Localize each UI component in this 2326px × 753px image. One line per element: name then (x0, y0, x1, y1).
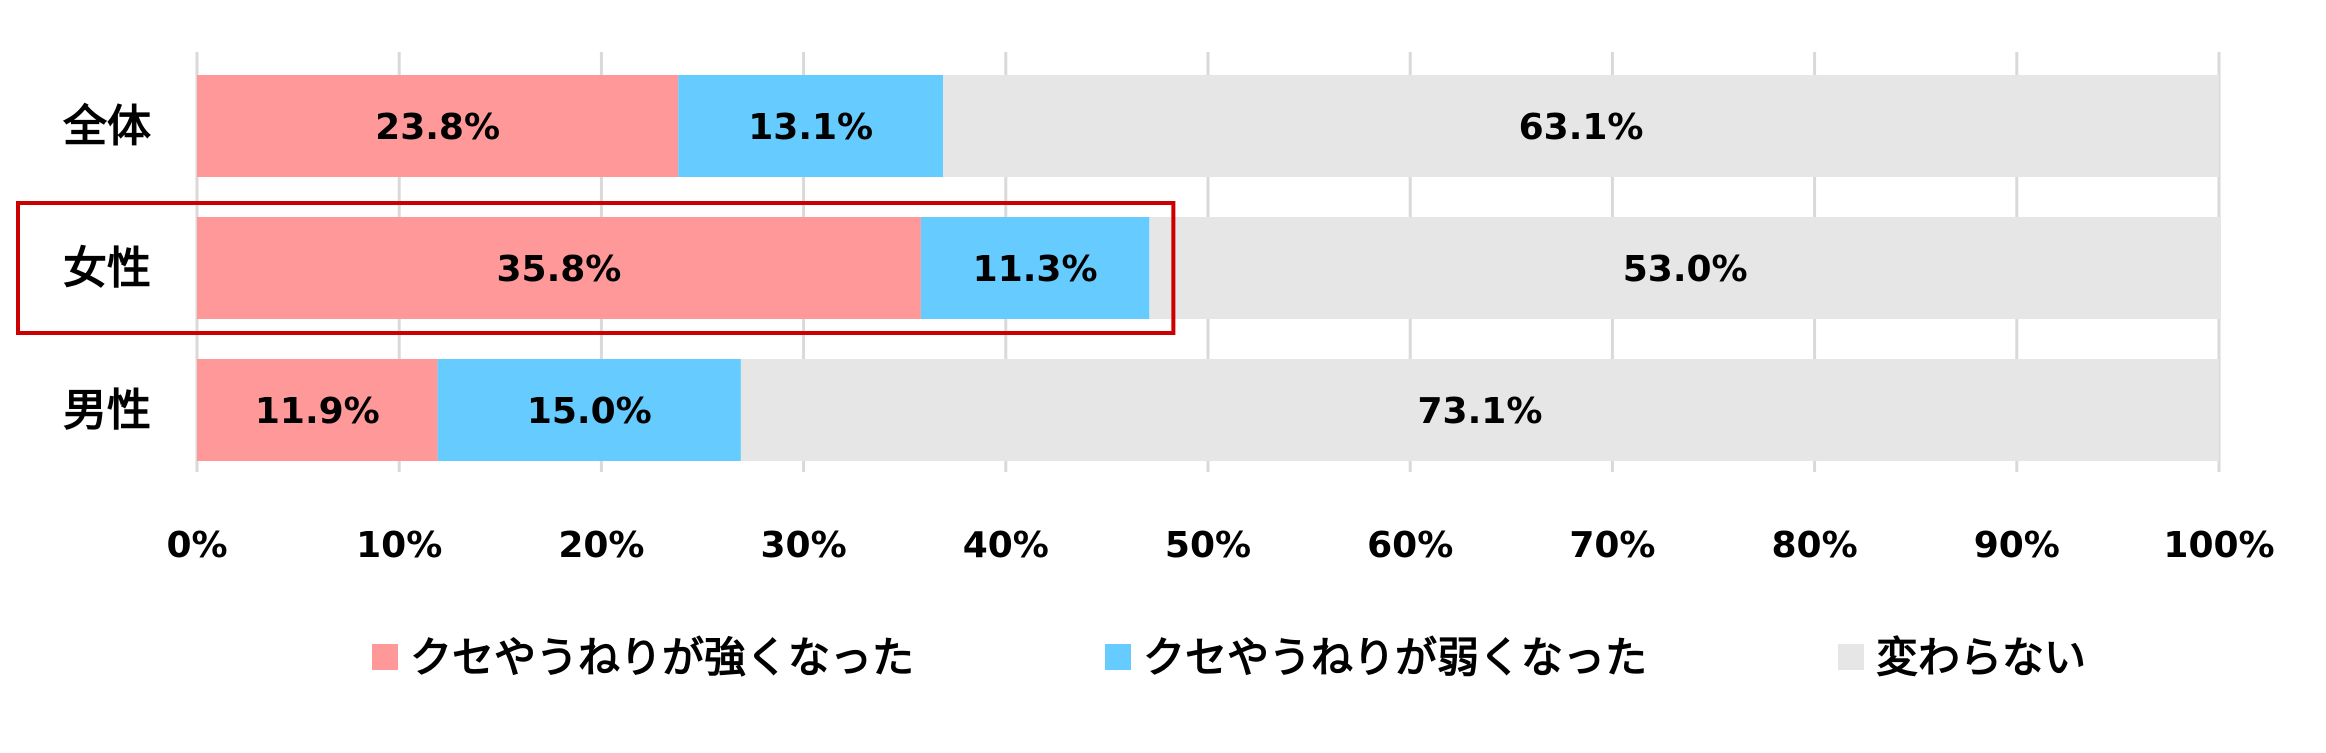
x-tick-label: 40% (963, 525, 1049, 566)
x-tick-label: 10% (356, 525, 442, 566)
bar-segment (740, 359, 2220, 461)
legend-swatch (1105, 644, 1131, 670)
legend-swatch (1838, 644, 1864, 670)
x-tick-label: 0% (166, 525, 227, 566)
x-tick-label: 60% (1367, 525, 1453, 566)
data-label: 23.8% (375, 107, 500, 148)
legend-swatch (372, 644, 398, 670)
legend-label: 変わらない (1876, 633, 2086, 682)
bar-segment (920, 217, 1150, 319)
bars (197, 75, 2222, 461)
data-label: 15.0% (527, 391, 652, 432)
data-label: 11.9% (255, 391, 380, 432)
x-tick-label: 30% (761, 525, 847, 566)
data-label: 35.8% (496, 249, 621, 290)
x-tick-label: 50% (1165, 525, 1251, 566)
x-tick-label: 20% (558, 525, 644, 566)
bar-segment (197, 75, 679, 177)
category-label: 男性 (63, 385, 151, 436)
data-label: 13.1% (748, 107, 873, 148)
bar-segment (943, 75, 2220, 177)
x-tick-label: 70% (1569, 525, 1655, 566)
legend-label: クセやうねりが弱くなった (1143, 633, 1647, 682)
data-label: 63.1% (1519, 107, 1644, 148)
legend: クセやうねりが強くなった クセやうねりが弱くなった 変わらない (372, 633, 2086, 682)
legend-label: クセやうねりが強くなった (410, 633, 914, 682)
category-label: 全体 (62, 101, 151, 152)
data-labels: 23.8% 13.1% 63.1% 35.8% 11.3% 53.0% 11.9% 15.0%… (255, 107, 1748, 432)
data-label: 11.3% (973, 249, 1098, 290)
x-tick-label: 100% (2163, 525, 2274, 566)
bar-segment (197, 359, 438, 461)
bar-segment (1149, 217, 2222, 319)
highlight-box (16, 201, 1176, 335)
bar-segment (437, 359, 741, 461)
data-label: 73.1% (1418, 391, 1543, 432)
bar-segment (197, 217, 921, 319)
x-tick-label: 80% (1772, 525, 1858, 566)
bar-segment (678, 75, 944, 177)
x-tick-label: 90% (1974, 525, 2060, 566)
category-label: 女性 (63, 243, 151, 294)
data-label: 53.0% (1623, 249, 1748, 290)
highlight (16, 201, 1176, 335)
